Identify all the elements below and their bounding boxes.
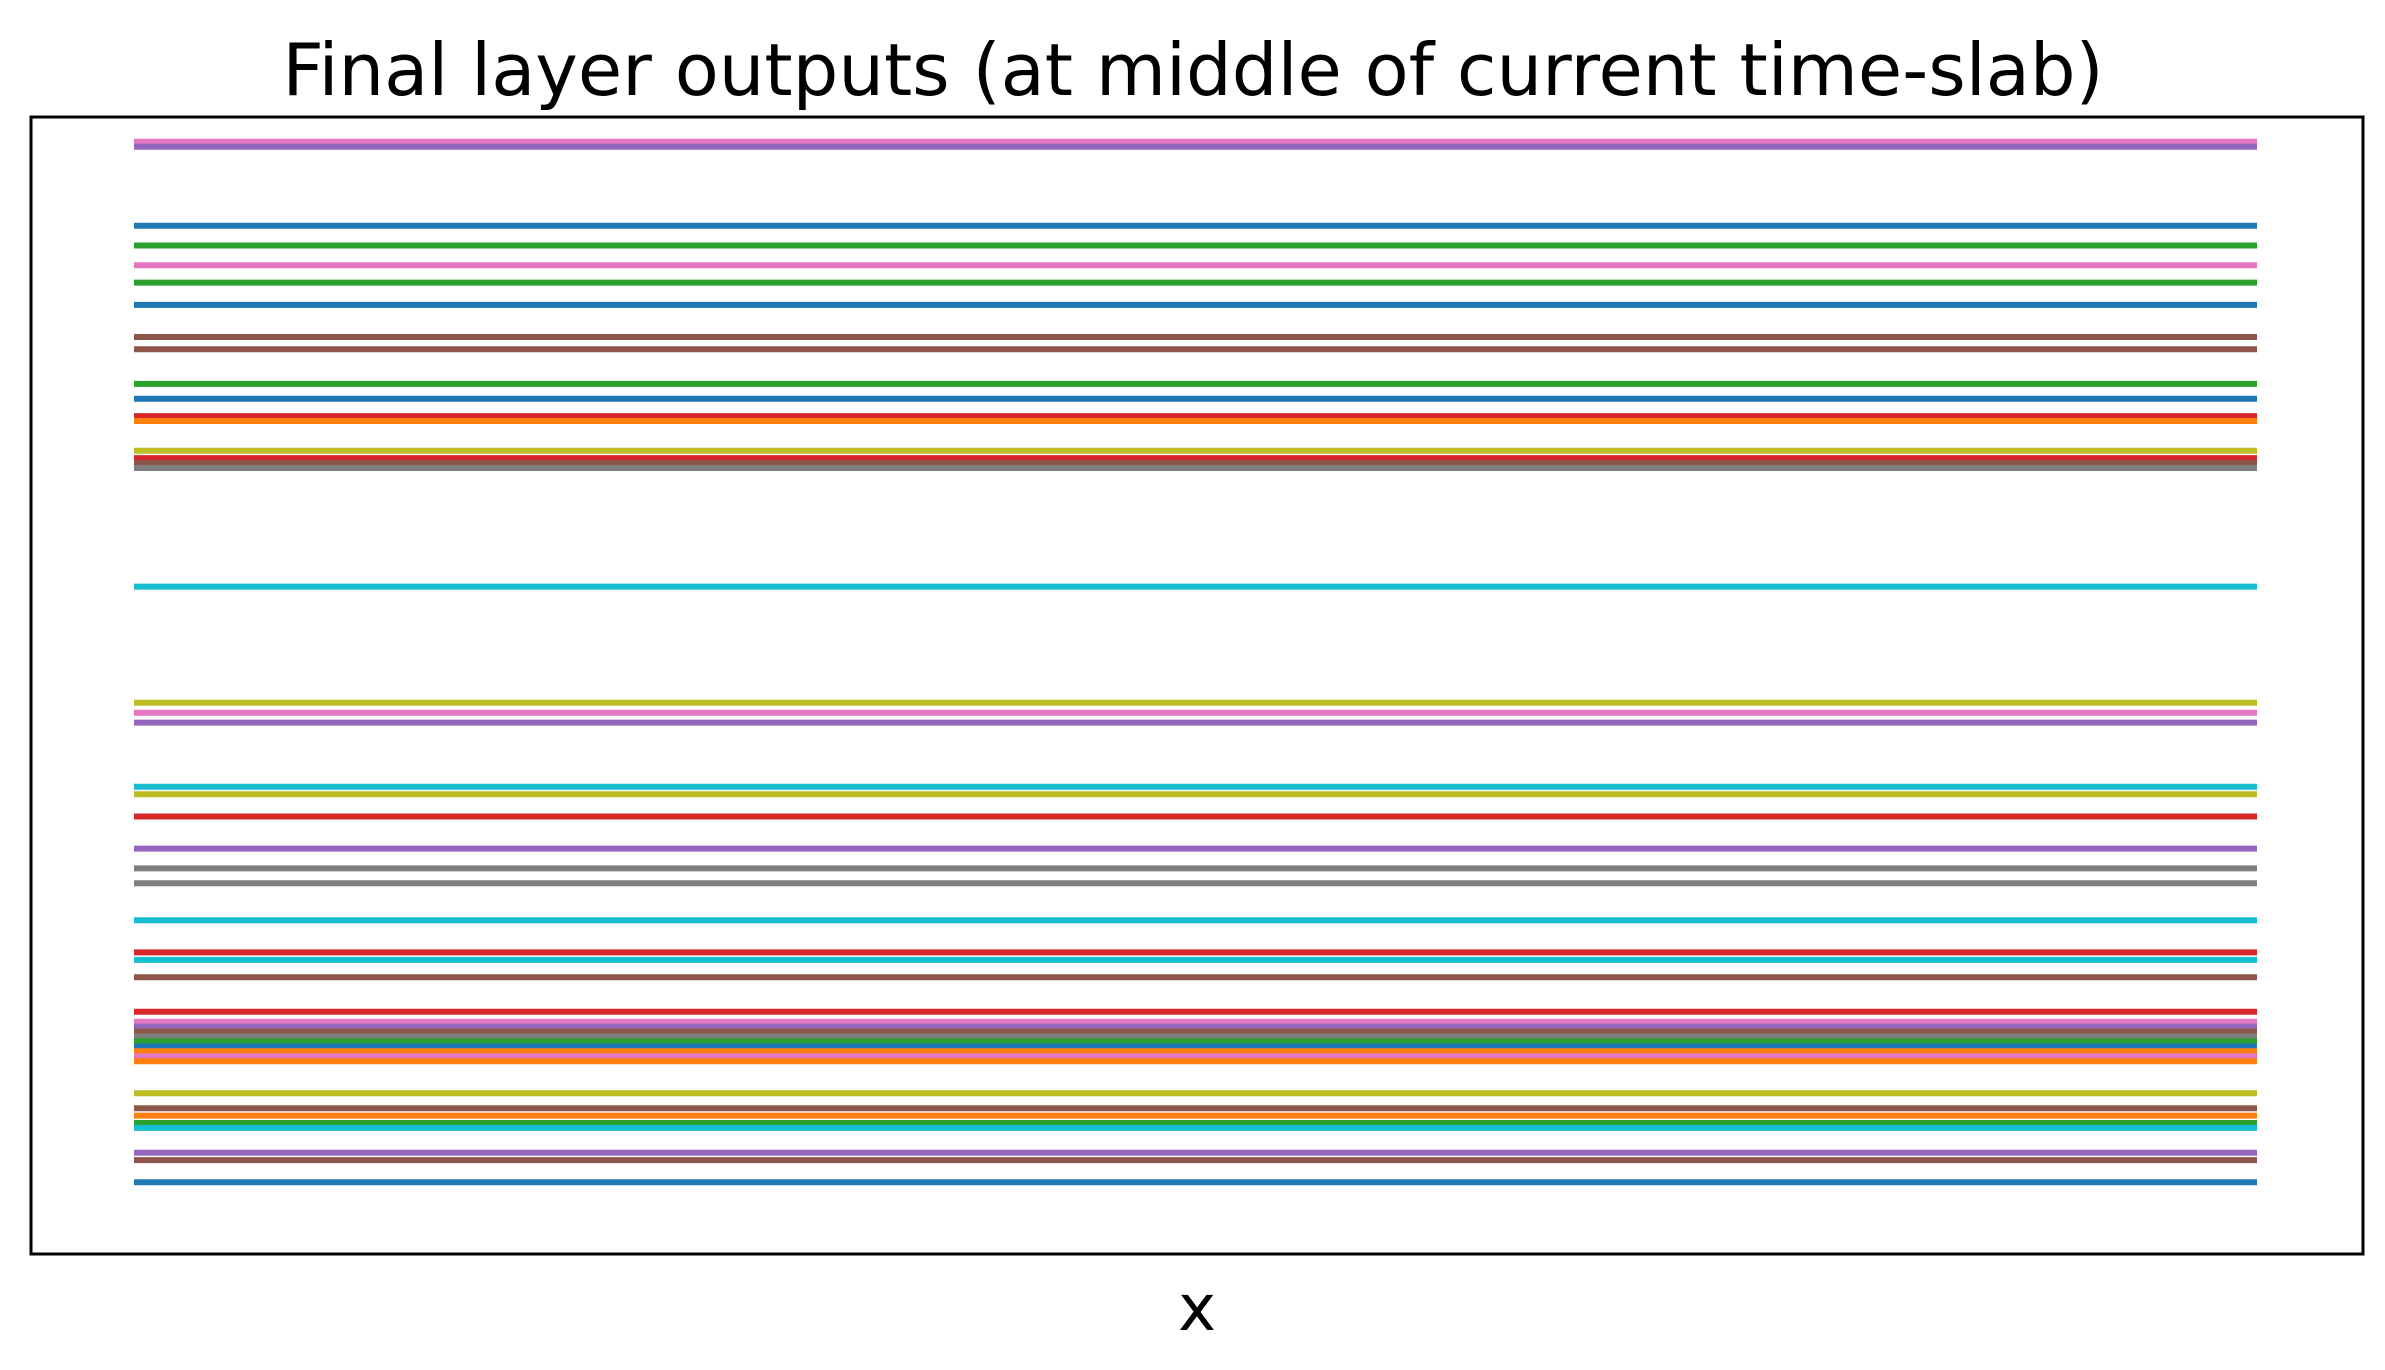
chart-title: Final layer outputs (at middle of curren… — [282, 28, 2103, 112]
x-axis-label: x — [1178, 1272, 1216, 1346]
plot-frame — [29, 115, 2365, 1256]
series-layer — [134, 138, 2257, 1186]
